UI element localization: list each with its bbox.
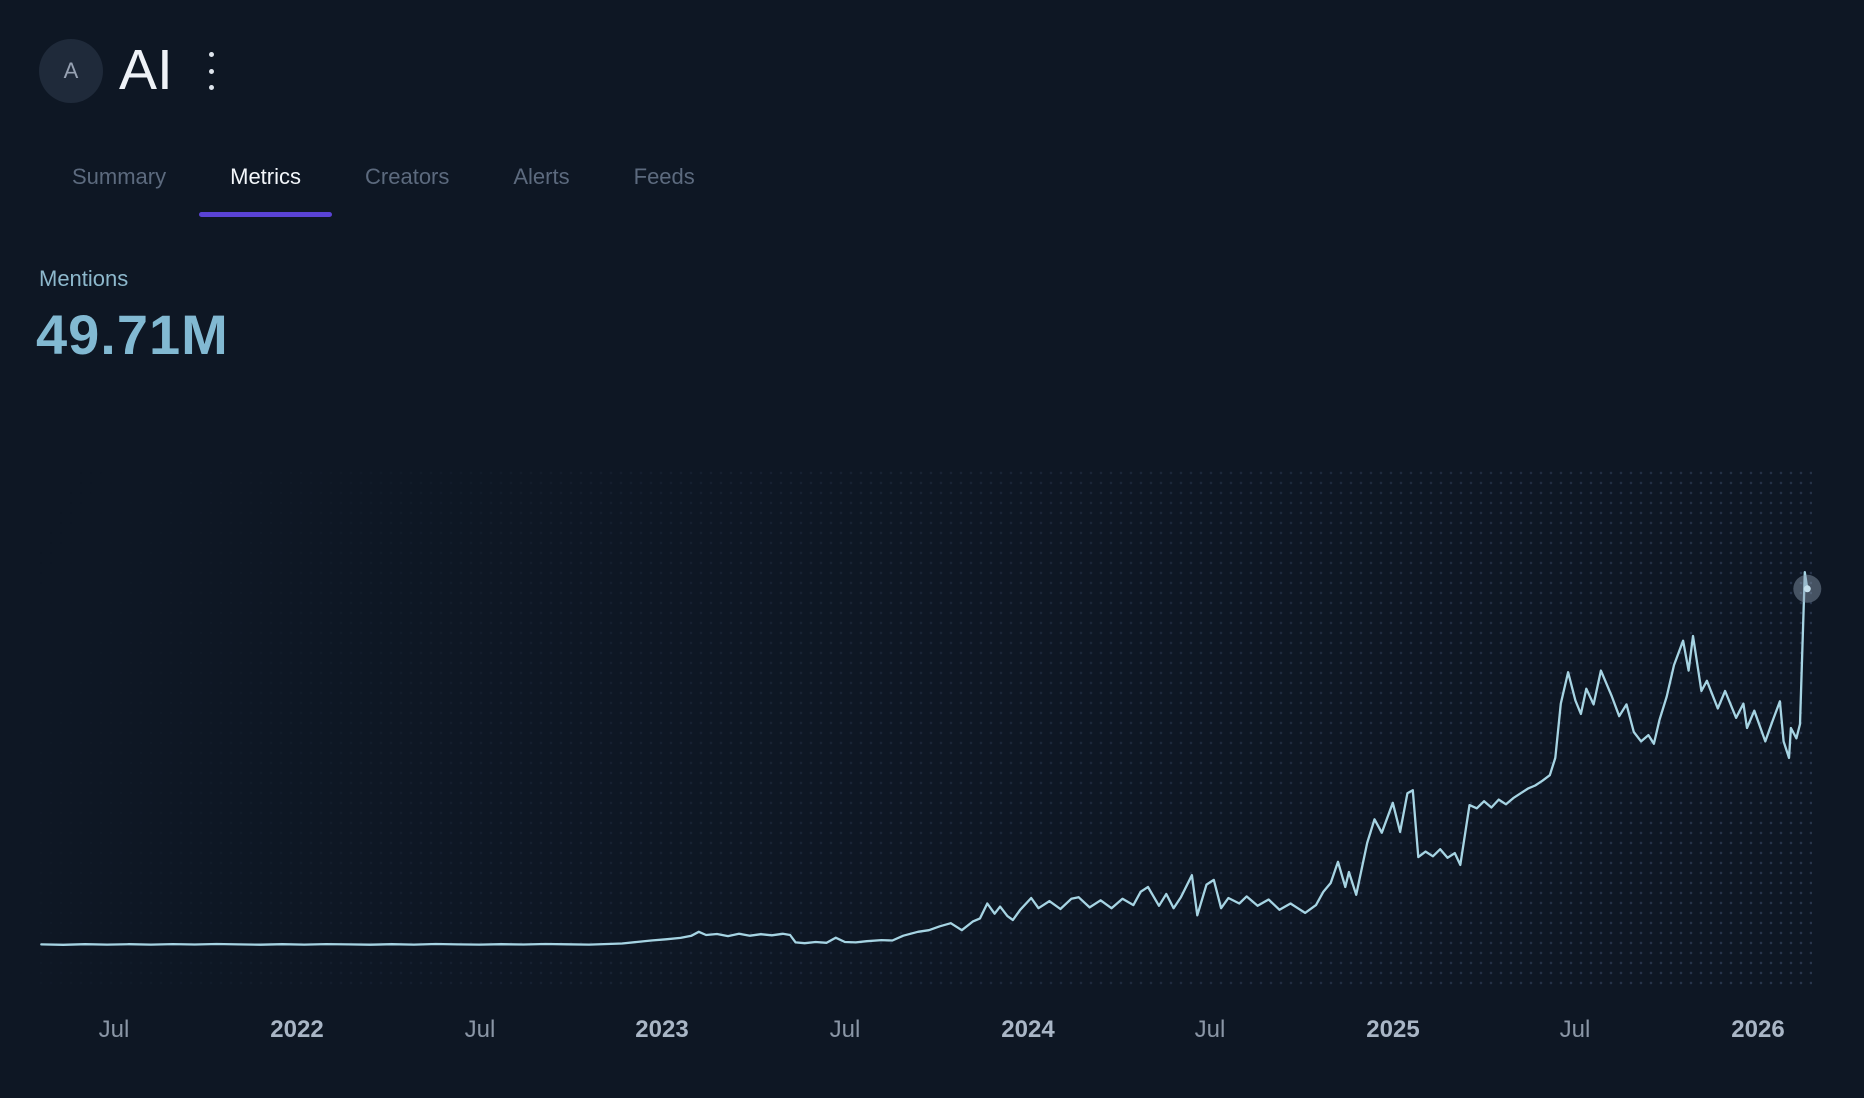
kebab-menu-icon[interactable] — [198, 50, 224, 92]
metric-value: 49.71M — [36, 303, 229, 366]
x-tick-jul-2: Jul — [464, 1016, 496, 1043]
avatar: A — [39, 39, 103, 103]
page-title: AI — [119, 38, 173, 102]
tab-summary[interactable]: Summary — [72, 165, 166, 217]
tab-alerts[interactable]: Alerts — [513, 165, 569, 217]
x-tick-jul-4: Jul — [829, 1016, 861, 1043]
mentions-line — [40, 571, 1809, 946]
mentions-line-chart-svg — [40, 571, 1822, 946]
tab-creators[interactable]: Creators — [365, 165, 449, 217]
x-tick-2023-3: 2023 — [635, 1016, 689, 1043]
latest-point-core — [1803, 585, 1811, 593]
tab-bar: Summary Metrics Creators Alerts Feeds — [72, 165, 695, 217]
metric-label: Mentions — [39, 266, 129, 291]
x-tick-2022-1: 2022 — [270, 1016, 324, 1043]
avatar-letter: A — [63, 58, 79, 83]
x-tick-2026-9: 2026 — [1731, 1016, 1785, 1043]
x-tick-2025-7: 2025 — [1366, 1016, 1420, 1043]
x-tick-jul-8: Jul — [1559, 1016, 1591, 1043]
x-tick-jul-6: Jul — [1194, 1016, 1226, 1043]
tab-metrics[interactable]: Metrics — [199, 165, 332, 217]
x-tick-2024-5: 2024 — [1001, 1016, 1055, 1043]
mentions-chart[interactable] — [0, 440, 1864, 1040]
x-tick-jul-0: Jul — [98, 1016, 130, 1043]
chart-dot-grid-background — [36, 468, 1812, 988]
tab-feeds[interactable]: Feeds — [634, 165, 695, 217]
